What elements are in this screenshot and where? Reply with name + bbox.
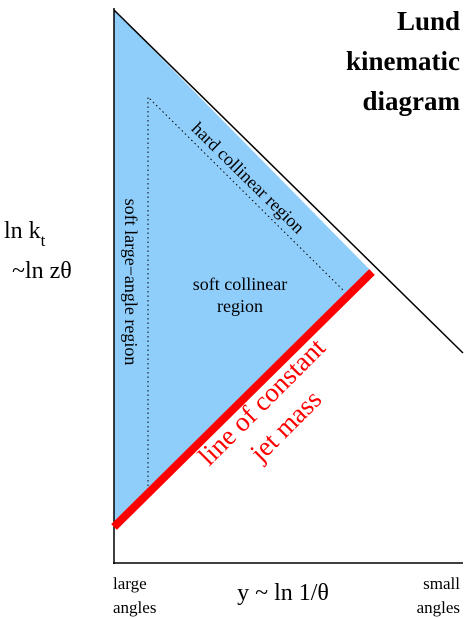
x-right-label: angles: [417, 598, 460, 617]
title-line: kinematic: [346, 46, 460, 76]
boundary-line: [113, 9, 464, 354]
dotted-region: [147, 95, 344, 486]
y-label-subscript: t: [41, 231, 46, 250]
y-axis-label-2: ~ln zθ: [12, 258, 72, 284]
x-axis-label: y ~ ln 1/θ: [237, 580, 329, 606]
y-axis-label: ln kt: [4, 218, 46, 250]
soft-large-angle-label: soft large−angle region: [121, 199, 141, 366]
x-right-label: small: [423, 574, 460, 593]
x-left-label: large: [113, 574, 147, 593]
title-line: diagram: [363, 86, 461, 116]
jet-mass-line: [111, 269, 375, 530]
soft-collinear-label: soft collinear: [193, 274, 287, 294]
y-label-main: ln k: [4, 218, 41, 244]
emission-region: [114, 10, 372, 527]
title-line: Lund: [397, 6, 460, 36]
soft-collinear-label: region: [217, 296, 263, 316]
x-left-label: angles: [113, 598, 156, 617]
